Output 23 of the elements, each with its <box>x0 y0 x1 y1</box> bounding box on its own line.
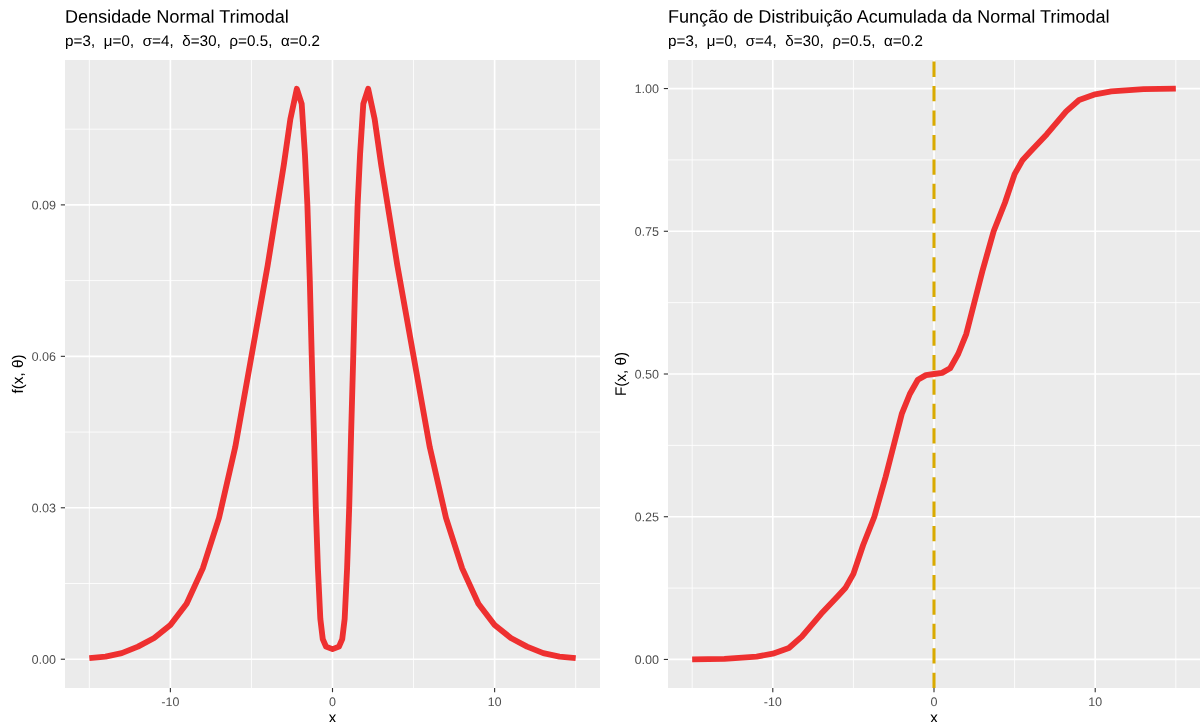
y-axis-title: f(x, θ) <box>11 355 27 394</box>
y-tick-label: 0.00 <box>635 655 659 665</box>
y-tick-label: 0.50 <box>635 369 659 379</box>
chart-subtitle: p=3, μ=0, σ=4, δ=30, ρ=0.5, α=0.2 <box>65 34 320 50</box>
x-tick-label: 10 <box>488 697 502 707</box>
chart-subtitle: p=3, μ=0, σ=4, δ=30, ρ=0.5, α=0.2 <box>668 34 923 50</box>
y-tick-label: 0.03 <box>32 503 56 513</box>
y-axis-title: F(x, θ) <box>614 352 630 395</box>
chart-title: Função de Distribuição Acumulada da Normal Trimodal <box>669 9 1109 27</box>
y-tick-label: 0.25 <box>635 512 659 522</box>
y-tick-label: 0.06 <box>32 352 56 361</box>
x-axis-title: x <box>328 714 337 722</box>
chart-title: Densidade Normal Trimodal <box>66 9 288 23</box>
x-tick-label: -10 <box>764 697 782 707</box>
x-tick-label: 0 <box>931 697 937 707</box>
x-tick-label: 10 <box>1089 697 1102 707</box>
x-tick-label: -10 <box>161 697 179 707</box>
x-axis-title: x <box>930 714 938 722</box>
x-tick-label: 0 <box>329 697 336 707</box>
y-tick-label: 1.00 <box>635 84 659 94</box>
y-tick-label: 0.75 <box>635 227 659 236</box>
y-tick-label: 0.00 <box>32 655 56 664</box>
y-tick-label: 0.09 <box>32 200 56 210</box>
